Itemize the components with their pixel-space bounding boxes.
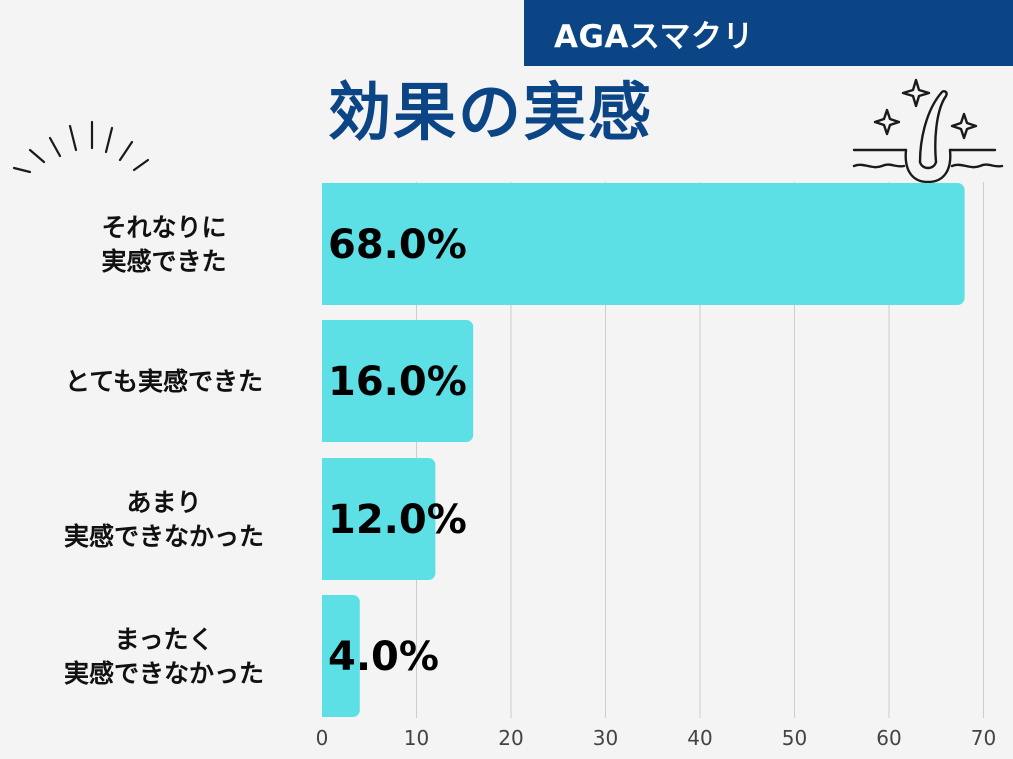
brand-banner: AGAスマクリ <box>524 0 1013 66</box>
x-tick-label: 60 <box>876 726 901 750</box>
x-tick-label: 20 <box>498 726 523 750</box>
data-label: 68.0% <box>328 222 467 268</box>
x-tick-label: 50 <box>782 726 807 750</box>
x-tick-label: 10 <box>404 726 429 750</box>
x-tick-label: 0 <box>316 726 329 750</box>
x-tick-label: 30 <box>593 726 618 750</box>
data-label: 4.0% <box>328 634 439 680</box>
x-tick-label: 40 <box>687 726 712 750</box>
brand-name: AGAスマクリ <box>554 18 754 55</box>
category-label: とても実感できた <box>65 367 263 396</box>
category-label: まったく <box>114 625 213 654</box>
category-label: あまり <box>126 488 201 517</box>
bar <box>322 183 965 305</box>
hair-follicle-icon <box>852 78 1004 184</box>
bar-edge <box>322 320 330 442</box>
category-label: 実感できなかった <box>64 659 264 688</box>
category-label: 実感できた <box>101 247 226 276</box>
sparkle-burst-icon <box>12 120 150 174</box>
category-label: それなりに <box>101 213 226 242</box>
x-tick-label: 70 <box>971 726 996 750</box>
data-label: 16.0% <box>328 359 467 405</box>
bar-edge <box>322 595 330 717</box>
bar <box>322 320 474 442</box>
category-label: 実感できなかった <box>64 522 264 551</box>
bar <box>322 595 360 717</box>
bar <box>322 458 436 580</box>
data-label: 12.0% <box>328 497 467 543</box>
bar-edge <box>322 458 330 580</box>
page-title: 効果の実感 <box>328 76 653 149</box>
bar-edge <box>322 183 330 305</box>
